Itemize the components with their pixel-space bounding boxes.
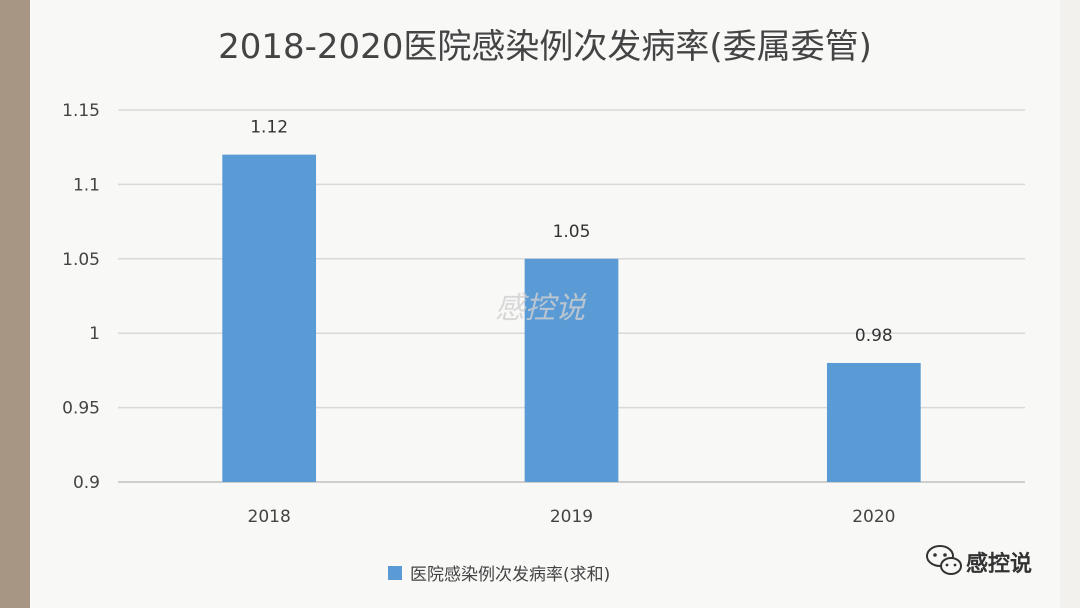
x-tick-label: 2018 bbox=[248, 507, 291, 527]
y-tick-label: 1 bbox=[89, 324, 100, 344]
bar bbox=[524, 258, 619, 482]
data-labels: 1.12 1.05 0.98 bbox=[250, 118, 893, 346]
data-label: 0.98 bbox=[855, 326, 893, 346]
legend-label: 医院感染例次发病率(求和) bbox=[410, 565, 610, 585]
left-decor-band bbox=[0, 0, 30, 608]
y-axis-ticks: 0.9 0.95 1 1.05 1.1 1.15 bbox=[62, 101, 100, 493]
y-tick-label: 1.1 bbox=[73, 175, 100, 195]
wechat-icon bbox=[926, 545, 962, 575]
y-tick-label: 0.9 bbox=[73, 473, 100, 493]
bar bbox=[826, 362, 921, 482]
watermark: 感控说 bbox=[495, 291, 587, 326]
y-tick-label: 1.15 bbox=[62, 101, 100, 121]
chart-title: 2018-2020医院感染例次发病率(委属委管) bbox=[218, 27, 872, 67]
legend: 医院感染例次发病率(求和) bbox=[388, 565, 610, 585]
x-axis-ticks: 2018 2019 2020 bbox=[248, 507, 896, 527]
y-tick-label: 0.95 bbox=[62, 399, 100, 419]
x-tick-label: 2020 bbox=[852, 507, 895, 527]
y-tick-label: 1.05 bbox=[62, 250, 100, 270]
x-tick-label: 2019 bbox=[550, 507, 593, 527]
right-decor-band bbox=[1060, 0, 1080, 608]
brand-mark: 感控说 bbox=[926, 545, 1032, 577]
brand-name: 感控说 bbox=[966, 551, 1032, 577]
bars bbox=[222, 154, 921, 482]
legend-swatch bbox=[388, 566, 402, 580]
data-label: 1.12 bbox=[250, 118, 288, 138]
bar bbox=[222, 154, 317, 482]
data-label: 1.05 bbox=[553, 222, 591, 242]
